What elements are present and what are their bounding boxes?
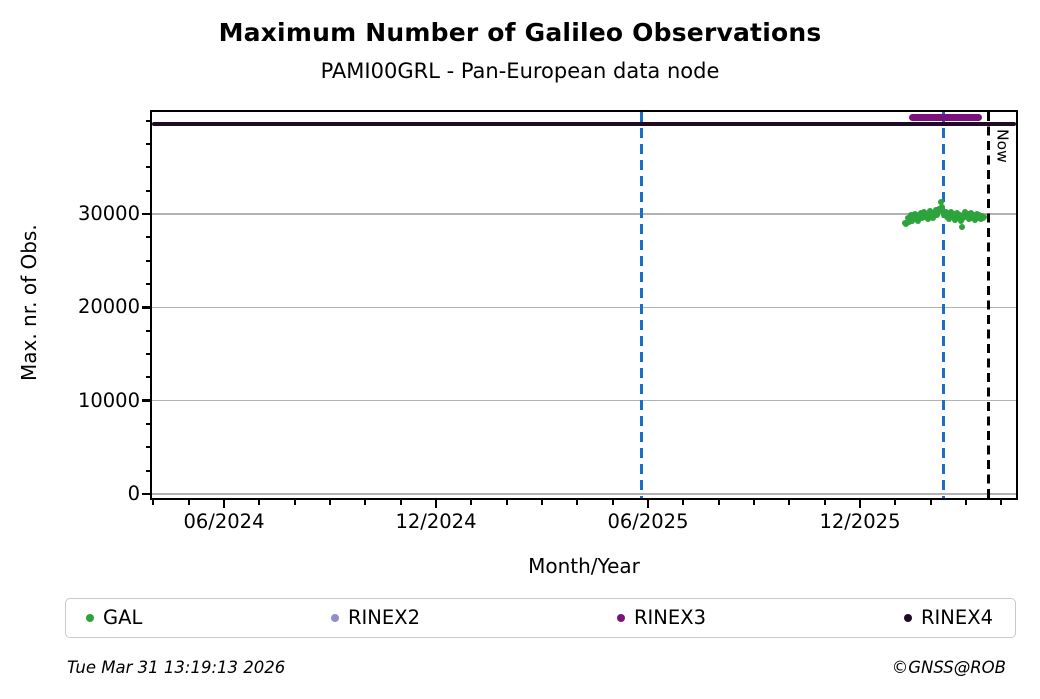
chart-subtitle: PAMI00GRL - Pan-European data node [320, 59, 720, 83]
scatter-point-gal [958, 224, 965, 231]
y-major-tick [142, 212, 150, 216]
y-minor-tick [145, 259, 150, 262]
x-minor-tick [823, 500, 826, 505]
y-minor-tick [145, 283, 150, 286]
scatter-point-gal [981, 213, 988, 220]
scatter-point-gal [924, 215, 931, 222]
x-major-tick [858, 500, 862, 508]
y-minor-tick [145, 469, 150, 472]
x-minor-tick [929, 500, 932, 505]
x-minor-tick [328, 500, 331, 505]
timestamp-text: Tue Mar 31 13:19:13 2026 [67, 658, 286, 677]
gal-marker-icon [86, 613, 94, 622]
scatter-point-gal [935, 209, 942, 216]
y-tick-label: 30000 [77, 202, 140, 226]
y-major-tick [142, 492, 150, 496]
scatter-point-gal [956, 212, 963, 219]
x-minor-tick [717, 500, 720, 505]
x-minor-tick [576, 500, 579, 505]
scatter-point-gal [951, 216, 958, 223]
y-tick-label: 10000 [77, 388, 140, 412]
rinex3-availability-line [909, 113, 982, 121]
boundary-dashed-line [640, 112, 644, 498]
legend-label: GAL [103, 606, 143, 629]
x-minor-tick [611, 500, 614, 505]
y-minor-tick [145, 376, 150, 379]
x-minor-tick [187, 500, 190, 505]
x-minor-tick [682, 500, 685, 505]
x-major-tick [646, 500, 650, 508]
rinex4-marker-icon [904, 613, 912, 622]
legend-item-rinex2: RINEX2 [331, 599, 420, 636]
x-major-tick [434, 500, 438, 508]
now-label: Now [993, 129, 1012, 163]
y-minor-tick [145, 143, 150, 146]
x-minor-tick [258, 500, 261, 505]
x-minor-tick [505, 500, 508, 505]
scatter-point-gal [930, 214, 937, 221]
y-major-tick [142, 306, 150, 309]
y-minor-tick [145, 189, 150, 192]
x-minor-tick [540, 500, 543, 505]
scatter-point-gal [909, 217, 916, 224]
legend-box: GAL RINEX2 RINEX3 RINEX4 [65, 598, 1016, 638]
now-line [987, 112, 990, 498]
x-minor-tick [364, 500, 367, 505]
x-tick-label: 12/2025 [819, 510, 901, 533]
rinex4-availability-line [152, 121, 1016, 126]
y-gridline [152, 399, 1016, 402]
legend-item-gal: GAL [86, 599, 142, 636]
y-minor-tick [145, 119, 150, 122]
rinex2-marker-icon [331, 613, 339, 622]
x-axis-label: Month/Year [528, 554, 640, 578]
y-gridline [152, 306, 1016, 309]
y-minor-tick [145, 166, 150, 169]
legend-item-rinex4: RINEX4 [904, 599, 993, 636]
chart-title: Maximum Number of Galileo Observations [218, 18, 822, 47]
x-minor-tick [293, 500, 296, 505]
x-minor-tick [152, 500, 155, 505]
scatter-point-gal [937, 198, 944, 205]
x-major-tick [222, 500, 226, 508]
y-gridline [152, 493, 1016, 495]
boundary-dashed-line [941, 112, 945, 498]
y-axis-label: Max. nr. of Obs. [17, 224, 41, 382]
legend-label: RINEX4 [921, 606, 993, 629]
rinex3-marker-icon [617, 613, 625, 622]
y-minor-tick [145, 329, 150, 332]
y-minor-tick [145, 353, 150, 356]
scatter-point-gal [938, 203, 945, 210]
y-major-tick [142, 399, 150, 402]
scatter-point-gal [915, 217, 922, 224]
y-minor-tick [145, 446, 150, 449]
x-tick-label: 06/2025 [607, 510, 689, 533]
y-minor-tick [145, 236, 150, 239]
y-gridline [152, 213, 1016, 215]
y-tick-label: 0 [127, 482, 140, 505]
legend-label: RINEX2 [348, 606, 420, 629]
x-minor-tick [1000, 500, 1003, 505]
x-minor-tick [399, 500, 402, 505]
plot-area: 0 10000 20000 30000 06/2024 12/2024 06/2025 12/… [78, 110, 1018, 533]
x-minor-tick [470, 500, 473, 505]
x-minor-tick [964, 500, 967, 505]
x-minor-tick [788, 500, 791, 505]
x-minor-tick [894, 500, 897, 505]
x-tick-label: 06/2024 [183, 510, 265, 533]
x-minor-tick [752, 500, 755, 505]
credit-text: ©GNSS@ROB [891, 658, 1006, 677]
y-minor-tick [145, 423, 150, 426]
legend-item-rinex3: RINEX3 [617, 599, 706, 636]
x-tick-label: 12/2024 [395, 510, 477, 533]
scatter-point-gal [946, 215, 953, 222]
scatter-point-gal [934, 212, 941, 219]
legend-label: RINEX3 [634, 606, 706, 629]
y-tick-label: 20000 [77, 295, 140, 319]
